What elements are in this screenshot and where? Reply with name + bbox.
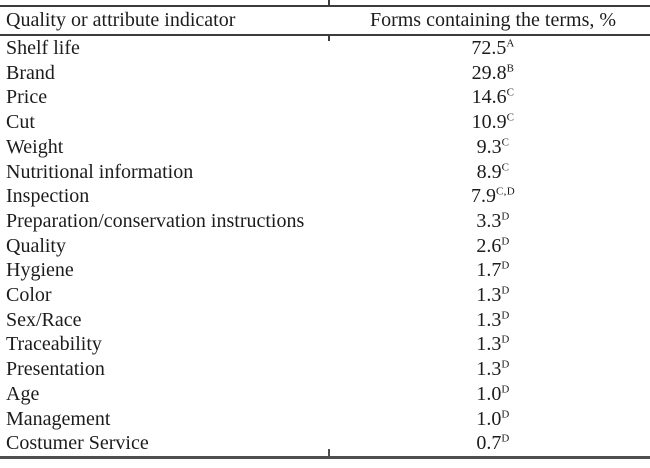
row-value: 7.9 bbox=[471, 185, 497, 208]
row-value-cell: 10.9C bbox=[336, 110, 650, 135]
row-label: Brand bbox=[6, 61, 55, 84]
row-value-cell: 3.3D bbox=[336, 209, 650, 234]
table-body: Shelf life 72.5A Brand 29.8B Price 14.6C Cut 10… bbox=[0, 35, 650, 457]
table-row: Weight 9.3C bbox=[0, 135, 650, 160]
row-label: Quality bbox=[6, 234, 66, 257]
row-significance-superscript: D bbox=[501, 383, 510, 396]
column-header-percentage: Forms containing the terms, % bbox=[336, 6, 650, 36]
row-value: 1.3 bbox=[476, 333, 502, 356]
table-row: Traceability 1.3D bbox=[0, 332, 650, 357]
row-label: Cut bbox=[6, 111, 35, 134]
row-value: 72.5 bbox=[471, 37, 507, 59]
row-value-cell: 2.6D bbox=[336, 234, 650, 259]
table-header-row: Quality or attribute indicator Forms con… bbox=[0, 6, 650, 36]
row-significance-superscript: C bbox=[501, 136, 510, 149]
row-value-cell: 72.5A bbox=[336, 35, 650, 61]
table-row: Brand 29.8B bbox=[0, 61, 650, 86]
row-value-cell: 0.7D bbox=[336, 431, 650, 457]
row-significance-superscript: D bbox=[501, 309, 510, 322]
row-significance-superscript: D bbox=[501, 333, 510, 346]
row-label: Inspection bbox=[6, 185, 90, 208]
row-label: Weight bbox=[6, 135, 64, 158]
table-row: Price 14.6C bbox=[0, 85, 650, 110]
results-table: Quality or attribute indicator Forms con… bbox=[0, 5, 650, 459]
row-significance-superscript: D bbox=[501, 407, 510, 420]
table-row: Presentation 1.3D bbox=[0, 357, 650, 382]
row-value-cell: 14.6C bbox=[336, 85, 650, 110]
row-label: Shelf life bbox=[6, 37, 80, 59]
row-value: 1.7 bbox=[476, 259, 502, 282]
row-value: 8.9 bbox=[476, 160, 502, 183]
row-value-cell: 1.7D bbox=[336, 258, 650, 283]
row-significance-superscript: A bbox=[506, 37, 515, 50]
column-divider-tick-bottom bbox=[328, 449, 330, 457]
row-significance-superscript: D bbox=[501, 234, 510, 247]
row-value: 1.3 bbox=[476, 358, 502, 381]
table-row: Hygiene 1.7D bbox=[0, 258, 650, 283]
column-divider-tick-top bbox=[328, 0, 330, 7]
row-significance-superscript: C bbox=[501, 160, 510, 173]
row-significance-superscript: D bbox=[501, 358, 510, 371]
row-value-cell: 1.0D bbox=[336, 382, 650, 407]
row-value-cell: 1.3D bbox=[336, 308, 650, 333]
column-divider-tick-header bbox=[328, 34, 330, 41]
row-label: Hygiene bbox=[6, 259, 74, 282]
row-value: 2.6 bbox=[476, 234, 502, 257]
row-value: 1.0 bbox=[476, 407, 502, 430]
table-row: Nutritional information 8.9C bbox=[0, 160, 650, 185]
row-significance-superscript: C bbox=[506, 111, 515, 124]
row-value: 1.3 bbox=[476, 308, 502, 331]
row-significance-superscript: B bbox=[506, 62, 515, 75]
table-header: Quality or attribute indicator Forms con… bbox=[0, 6, 650, 36]
row-label: Color bbox=[6, 284, 52, 307]
table-row: Shelf life 72.5A bbox=[0, 35, 650, 61]
table-row: Age 1.0D bbox=[0, 382, 650, 407]
row-significance-superscript: D bbox=[501, 210, 510, 223]
table-row: Cut 10.9C bbox=[0, 110, 650, 135]
row-value: 29.8 bbox=[471, 61, 507, 84]
row-label: Price bbox=[6, 86, 48, 109]
row-significance-superscript: D bbox=[501, 259, 510, 272]
row-label: Nutritional information bbox=[6, 160, 194, 183]
table-row: Inspection 7.9C,D bbox=[0, 184, 650, 209]
row-value-cell: 1.3D bbox=[336, 283, 650, 308]
row-label: Sex/Race bbox=[6, 308, 82, 331]
row-label: Management bbox=[6, 407, 111, 430]
table-row: Costumer Service 0.7D bbox=[0, 431, 650, 457]
table-row: Preparation/conservation instructions 3.3… bbox=[0, 209, 650, 234]
row-significance-superscript: C bbox=[506, 86, 515, 99]
row-value: 14.6 bbox=[471, 86, 507, 109]
table-row: Quality 2.6D bbox=[0, 234, 650, 259]
row-value-cell: 29.8B bbox=[336, 61, 650, 86]
row-label: Age bbox=[6, 382, 40, 405]
row-value: 0.7 bbox=[476, 432, 502, 455]
row-significance-superscript: D bbox=[501, 284, 510, 297]
row-label: Presentation bbox=[6, 358, 105, 381]
row-value-cell: 9.3C bbox=[336, 135, 650, 160]
row-significance-superscript: C,D bbox=[496, 185, 515, 198]
table-row: Management 1.0D bbox=[0, 407, 650, 432]
row-value: 3.3 bbox=[476, 209, 502, 232]
row-value: 1.3 bbox=[476, 284, 502, 307]
table-row: Color 1.3D bbox=[0, 283, 650, 308]
row-value-cell: 1.3D bbox=[336, 357, 650, 382]
row-value-cell: 8.9C bbox=[336, 160, 650, 185]
row-value-cell: 1.0D bbox=[336, 407, 650, 432]
row-value-cell: 1.3D bbox=[336, 332, 650, 357]
row-value: 1.0 bbox=[476, 382, 502, 405]
row-label: Costumer Service bbox=[6, 432, 149, 455]
row-value: 10.9 bbox=[471, 111, 507, 134]
row-label: Traceability bbox=[6, 333, 102, 356]
row-value: 9.3 bbox=[476, 135, 502, 158]
row-value-cell: 7.9C,D bbox=[336, 184, 650, 209]
column-header-indicator: Quality or attribute indicator bbox=[0, 6, 336, 36]
row-label: Preparation/conservation instructions bbox=[6, 209, 305, 232]
row-significance-superscript: D bbox=[501, 432, 510, 445]
table-row: Sex/Race 1.3D bbox=[0, 308, 650, 333]
